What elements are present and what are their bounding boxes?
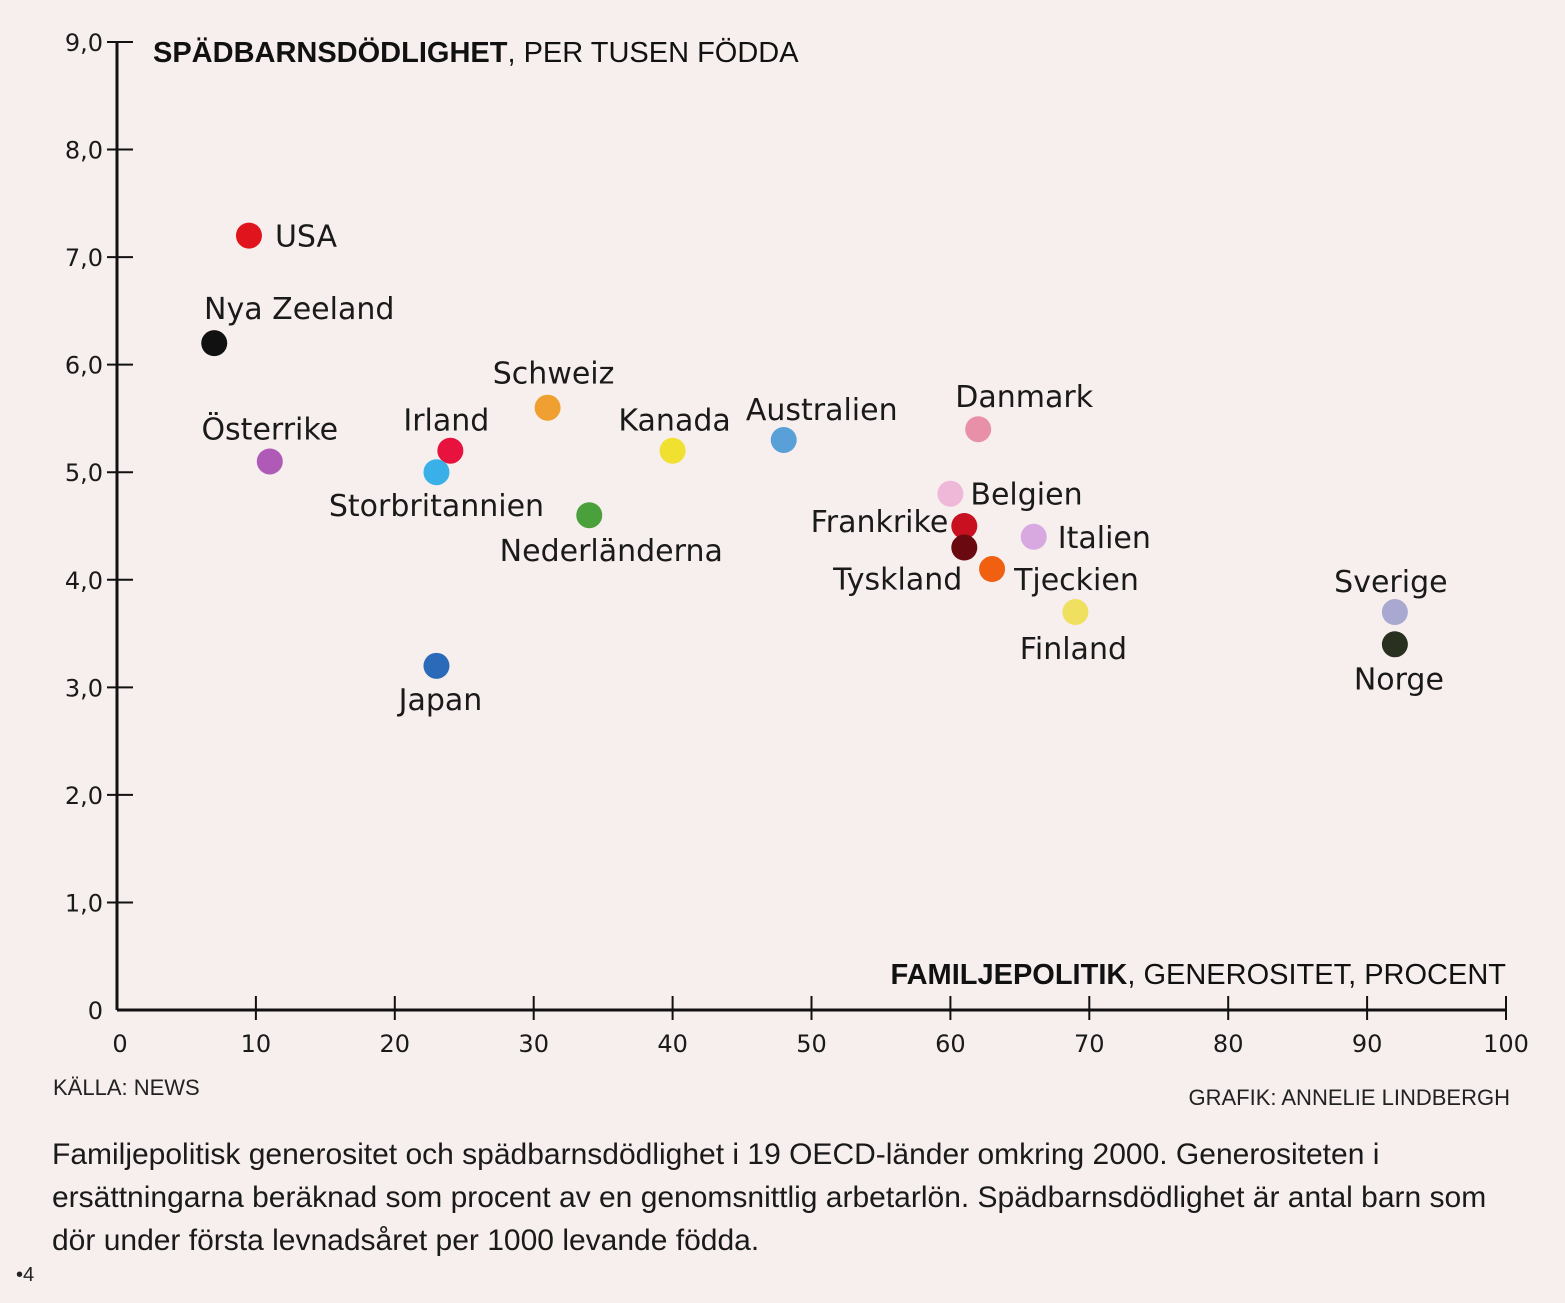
x-tick-label: 0	[112, 1030, 127, 1058]
x-tick-label: 40	[657, 1030, 688, 1058]
data-point	[1062, 599, 1089, 626]
y-tick-label: 4,0	[65, 567, 103, 595]
y-tick-label: 1,0	[65, 889, 103, 917]
point-label: Belgien	[970, 478, 1082, 513]
data-point	[951, 513, 978, 539]
point-label: Storbritannien	[329, 489, 544, 524]
x-tick-label: 60	[935, 1030, 966, 1058]
data-point	[937, 480, 964, 507]
data-point	[951, 534, 978, 561]
data-point	[770, 426, 797, 453]
data-point	[576, 502, 603, 529]
source-label: KÄLLA: NEWS	[53, 1075, 200, 1100]
data-point	[437, 437, 464, 464]
data-points: USA Nya Zeeland Österrike Irland Storbritann…	[201, 220, 1448, 718]
credit-label: GRAFIK: ANNELIE LINDBERGH	[1188, 1085, 1510, 1110]
point-label: Tyskland	[832, 563, 962, 598]
y-axis-title: SPÄDBARNSDÖDLIGHET, PER TUSEN FÖDDA	[153, 36, 799, 69]
y-tick-label: 9,0	[65, 29, 103, 57]
x-tick-label: 90	[1352, 1030, 1383, 1058]
y-tick-label: 3,0	[65, 674, 103, 702]
data-point	[1381, 599, 1408, 626]
data-point	[423, 652, 450, 679]
x-tick-label: 80	[1213, 1030, 1244, 1058]
y-tick-label: 6,0	[65, 352, 103, 380]
data-point	[1381, 631, 1408, 658]
y-tick-label: 8,0	[65, 137, 103, 165]
point-label: Danmark	[955, 380, 1093, 415]
point-label: Nederländerna	[500, 534, 723, 569]
data-point	[201, 330, 228, 357]
point-label: Schweiz	[493, 357, 615, 392]
point-label: Sverige	[1334, 565, 1447, 600]
y-tick-label: 0	[88, 997, 103, 1025]
point-label: Japan	[397, 683, 483, 718]
y-tick-label: 2,0	[65, 782, 103, 810]
x-tick-label: 100	[1483, 1030, 1529, 1058]
point-label: Tjeckien	[1013, 563, 1139, 598]
point-label: Australien	[746, 393, 898, 428]
point-label: Finland	[1020, 632, 1127, 667]
y-tick-label: 7,0	[65, 244, 103, 272]
ticks: 0 1,0 2,0 3,0 4,0 5,0 6,0 7,0 8,0 9,0 0 10 20 30 40 50 6…	[65, 29, 1529, 1058]
figure-caption: Familjepolitisk generositet och spädbarn…	[52, 1138, 1487, 1257]
page-number: •4	[16, 1264, 35, 1286]
data-point	[423, 459, 450, 486]
point-label: Kanada	[618, 404, 730, 439]
x-tick-label: 70	[1074, 1030, 1105, 1058]
data-point	[534, 394, 561, 421]
x-axis-title: FAMILJEPOLITIK, GENEROSITET, PROCENT	[890, 959, 1506, 991]
data-point	[235, 222, 262, 249]
data-point	[659, 437, 686, 464]
point-label: Frankrike	[811, 505, 949, 540]
point-label: Nya Zeeland	[204, 292, 394, 327]
data-point	[256, 448, 283, 475]
x-tick-label: 10	[241, 1030, 272, 1058]
data-point	[965, 416, 992, 443]
x-tick-label: 30	[518, 1030, 549, 1058]
data-point	[979, 556, 1006, 583]
data-point	[1020, 523, 1047, 550]
point-label: Italien	[1058, 521, 1151, 556]
x-tick-label: 50	[796, 1030, 827, 1058]
point-label: Norge	[1354, 662, 1444, 697]
scatter-chart: 0 1,0 2,0 3,0 4,0 5,0 6,0 7,0 8,0 9,0 0 10 20 30 40 50 6…	[53, 29, 1529, 1110]
point-label: Österrike	[201, 411, 338, 447]
y-tick-label: 5,0	[65, 459, 103, 487]
point-label: Irland	[403, 404, 489, 439]
x-tick-label: 20	[380, 1030, 411, 1058]
point-label: USA	[275, 220, 338, 255]
